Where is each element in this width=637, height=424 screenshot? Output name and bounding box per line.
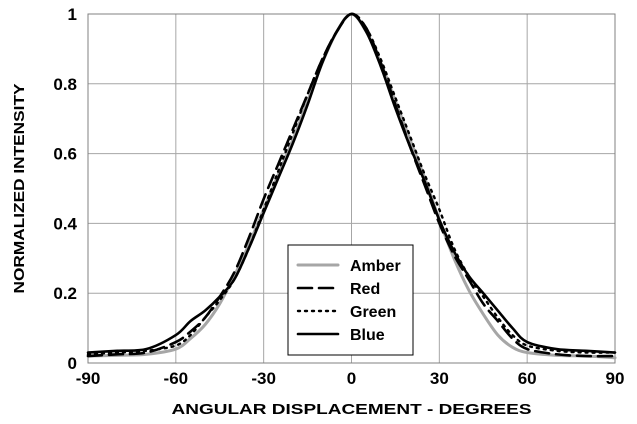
y-axis-title: NORMALIZED INTENSITY (11, 84, 28, 294)
x-tick-label: 90 (606, 369, 625, 388)
x-tick-label: 0 (347, 369, 356, 388)
series-line-blue (86, 12, 617, 354)
legend-box (287, 244, 414, 356)
x-tick-label: 60 (518, 369, 537, 388)
y-tick-label: 0.8 (53, 75, 77, 94)
series-lines (86, 12, 617, 360)
legend-label-green: Green (350, 304, 396, 321)
y-tick-label: 0.6 (53, 145, 77, 164)
x-tick-labels: -90 -60 -30 0 30 60 90 (76, 369, 625, 388)
y-tick-label: 0.4 (53, 214, 77, 233)
legend: Amber Red Green Blue (287, 244, 414, 356)
x-axis-title: ANGULAR DISPLACEMENT - DEGREES (172, 401, 532, 418)
x-tick-label: -30 (251, 369, 276, 388)
y-tick-label: 0 (68, 354, 77, 373)
y-tick-label: 1 (68, 5, 77, 24)
x-tick-label: 30 (430, 369, 449, 388)
x-tick-label: -90 (76, 369, 101, 388)
legend-label-red: Red (350, 281, 380, 298)
legend-label-blue: Blue (350, 327, 385, 344)
x-tick-label: -60 (164, 369, 189, 388)
legend-label-amber: Amber (350, 258, 401, 275)
y-tick-labels: 0 0.2 0.4 0.6 0.8 1 (53, 5, 77, 373)
y-tick-label: 0.2 (53, 284, 77, 303)
